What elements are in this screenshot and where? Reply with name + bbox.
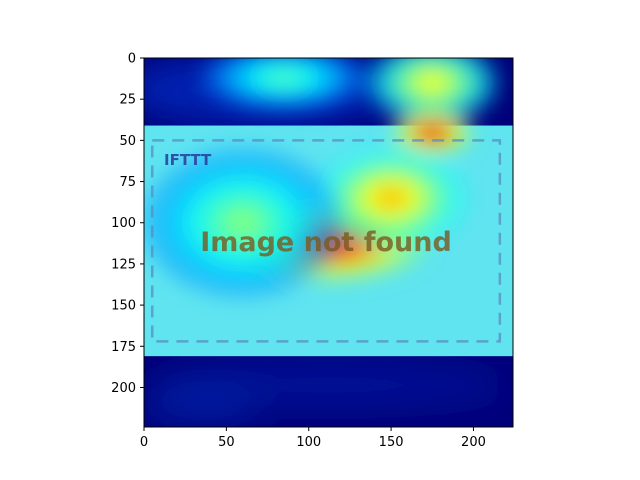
axes-frame (143, 57, 514, 428)
y-tick-label: 50 (119, 134, 136, 149)
placeholder-dashed-frame (150, 139, 502, 343)
x-tick-label: 0 (140, 435, 148, 450)
y-tick-label: 125 (111, 257, 136, 272)
y-tick-label: 75 (119, 175, 136, 190)
activation-blob-ring (376, 188, 406, 208)
plot-area: IFTTT Image not found (144, 58, 513, 427)
x-tick-label: 50 (218, 435, 235, 450)
activation-layer (144, 58, 499, 297)
activation-blob (366, 58, 499, 124)
x-tick-label: 200 (461, 435, 486, 450)
activation-blob (144, 148, 342, 297)
x-tick-label: 150 (379, 435, 404, 450)
y-tick-label: 200 (111, 381, 136, 396)
ifttt-logo-text: IFTTT (164, 151, 212, 169)
y-tick-label: 150 (111, 299, 136, 314)
activation-blob-ring (424, 127, 441, 137)
y-axis: 0 25 50 75 100 125 150 175 200 (111, 52, 144, 396)
y-tick-label: 0 (128, 52, 136, 67)
image-not-found-text: Image not found (200, 227, 452, 258)
x-axis: 0 50 100 150 200 (140, 427, 486, 450)
activation-blob (316, 148, 466, 248)
y-tick-label: 100 (111, 216, 136, 231)
activation-blob-ring (223, 207, 263, 238)
activation-blob (201, 58, 367, 111)
x-tick-label: 100 (296, 435, 321, 450)
activation-blob-ring (419, 74, 446, 91)
y-tick-label: 25 (119, 93, 136, 108)
heat-band-bottom-left (144, 385, 260, 425)
activation-blob-ring (267, 71, 301, 85)
y-tick-label: 175 (111, 340, 136, 355)
activation-blob (391, 109, 474, 156)
